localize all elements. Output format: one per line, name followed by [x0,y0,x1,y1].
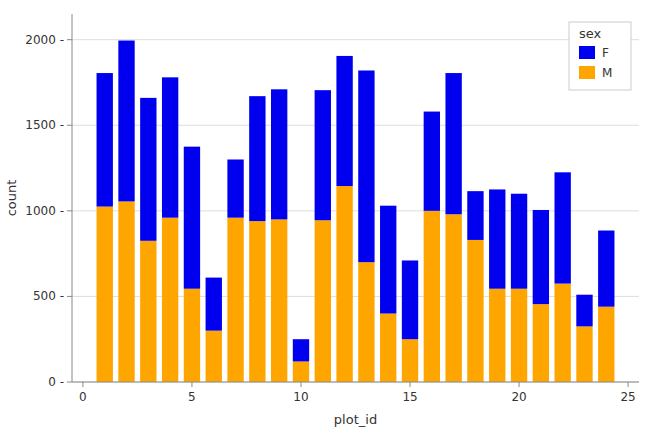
bar [97,73,113,207]
bar [118,201,134,382]
bar [402,260,418,339]
bar [576,326,592,382]
bar [554,172,570,283]
bar [140,241,156,382]
grid-line [72,39,639,40]
x-tick [410,382,411,387]
bar [358,262,374,382]
y-tick [67,125,72,126]
y-axis-label: count [4,180,19,217]
bar [424,211,440,382]
bar [511,194,527,289]
x-tick [191,382,192,387]
grid-line [72,125,639,126]
x-tick-label: 20 [511,390,526,404]
grid-line [72,296,639,297]
x-axis-label: plot_id [334,412,377,427]
grid-line [72,382,639,383]
bar [206,278,222,331]
legend-swatch [579,46,595,59]
x-tick-label: 0 [79,390,87,404]
y-tick [67,210,72,211]
legend-box [569,22,631,90]
bar [97,207,113,382]
page: {"chart_data": {"type": "bar", "stacked"… [0,0,655,434]
axes: 0 - 500 - 1000 - 1500 - 2000 - 0 5 10 15 20 25 [25,33,635,404]
bar [489,189,505,288]
bar [184,147,200,289]
y-tick-label: 500 - [33,289,64,303]
legend-label: M [602,66,612,80]
x-tick [519,382,520,387]
y-tick-label: 2000 - [25,33,64,47]
bar [380,314,396,382]
bar [184,289,200,382]
y-tick-label: 1000 - [25,204,64,218]
bar [293,339,309,361]
x-tick-label: 5 [188,390,196,404]
bar [445,214,461,382]
legend-label: F [602,46,609,60]
bar [227,159,243,217]
x-axis-line [72,382,639,383]
y-tick-label: 1500 - [25,118,64,132]
y-axis-line [72,14,73,382]
grid [72,40,639,382]
y-tick [67,39,72,40]
bar [424,112,440,211]
bar [118,41,134,202]
bar [162,77,178,217]
bar [249,96,265,221]
bar [533,210,549,304]
legend-swatch [579,66,595,79]
legend: sexFM [569,22,631,90]
bar [598,231,614,307]
bar [271,89,287,219]
bar [336,56,352,186]
chart: 0 - 500 - 1000 - 1500 - 2000 - 0 5 10 15 20 25 plot… [0,0,655,434]
y-tick-label: 0 - [48,375,64,389]
bar [467,240,483,382]
bar [511,289,527,382]
bar [315,220,331,382]
bar [489,289,505,382]
bar [554,284,570,382]
bar [576,295,592,327]
bar [162,218,178,382]
y-tick [67,296,72,297]
x-tick-label: 15 [402,390,417,404]
x-tick [82,382,83,387]
bar [598,307,614,382]
x-tick [628,382,629,387]
bar [467,191,483,240]
series [97,41,615,362]
bar [315,90,331,220]
bar [445,73,461,214]
bars [97,41,615,382]
grid-line [72,210,639,211]
bar [336,186,352,382]
legend-title: sex [579,26,602,41]
bar [249,221,265,382]
bar [402,339,418,382]
bar [271,219,287,382]
y-tick [67,382,72,383]
bar [206,331,222,382]
bar [358,70,374,262]
bar [293,361,309,382]
bar [533,304,549,382]
bar [380,206,396,314]
x-tick-label: 10 [293,390,308,404]
bar [140,98,156,241]
x-tick [300,382,301,387]
x-tick-label: 25 [620,390,635,404]
bar [227,218,243,382]
